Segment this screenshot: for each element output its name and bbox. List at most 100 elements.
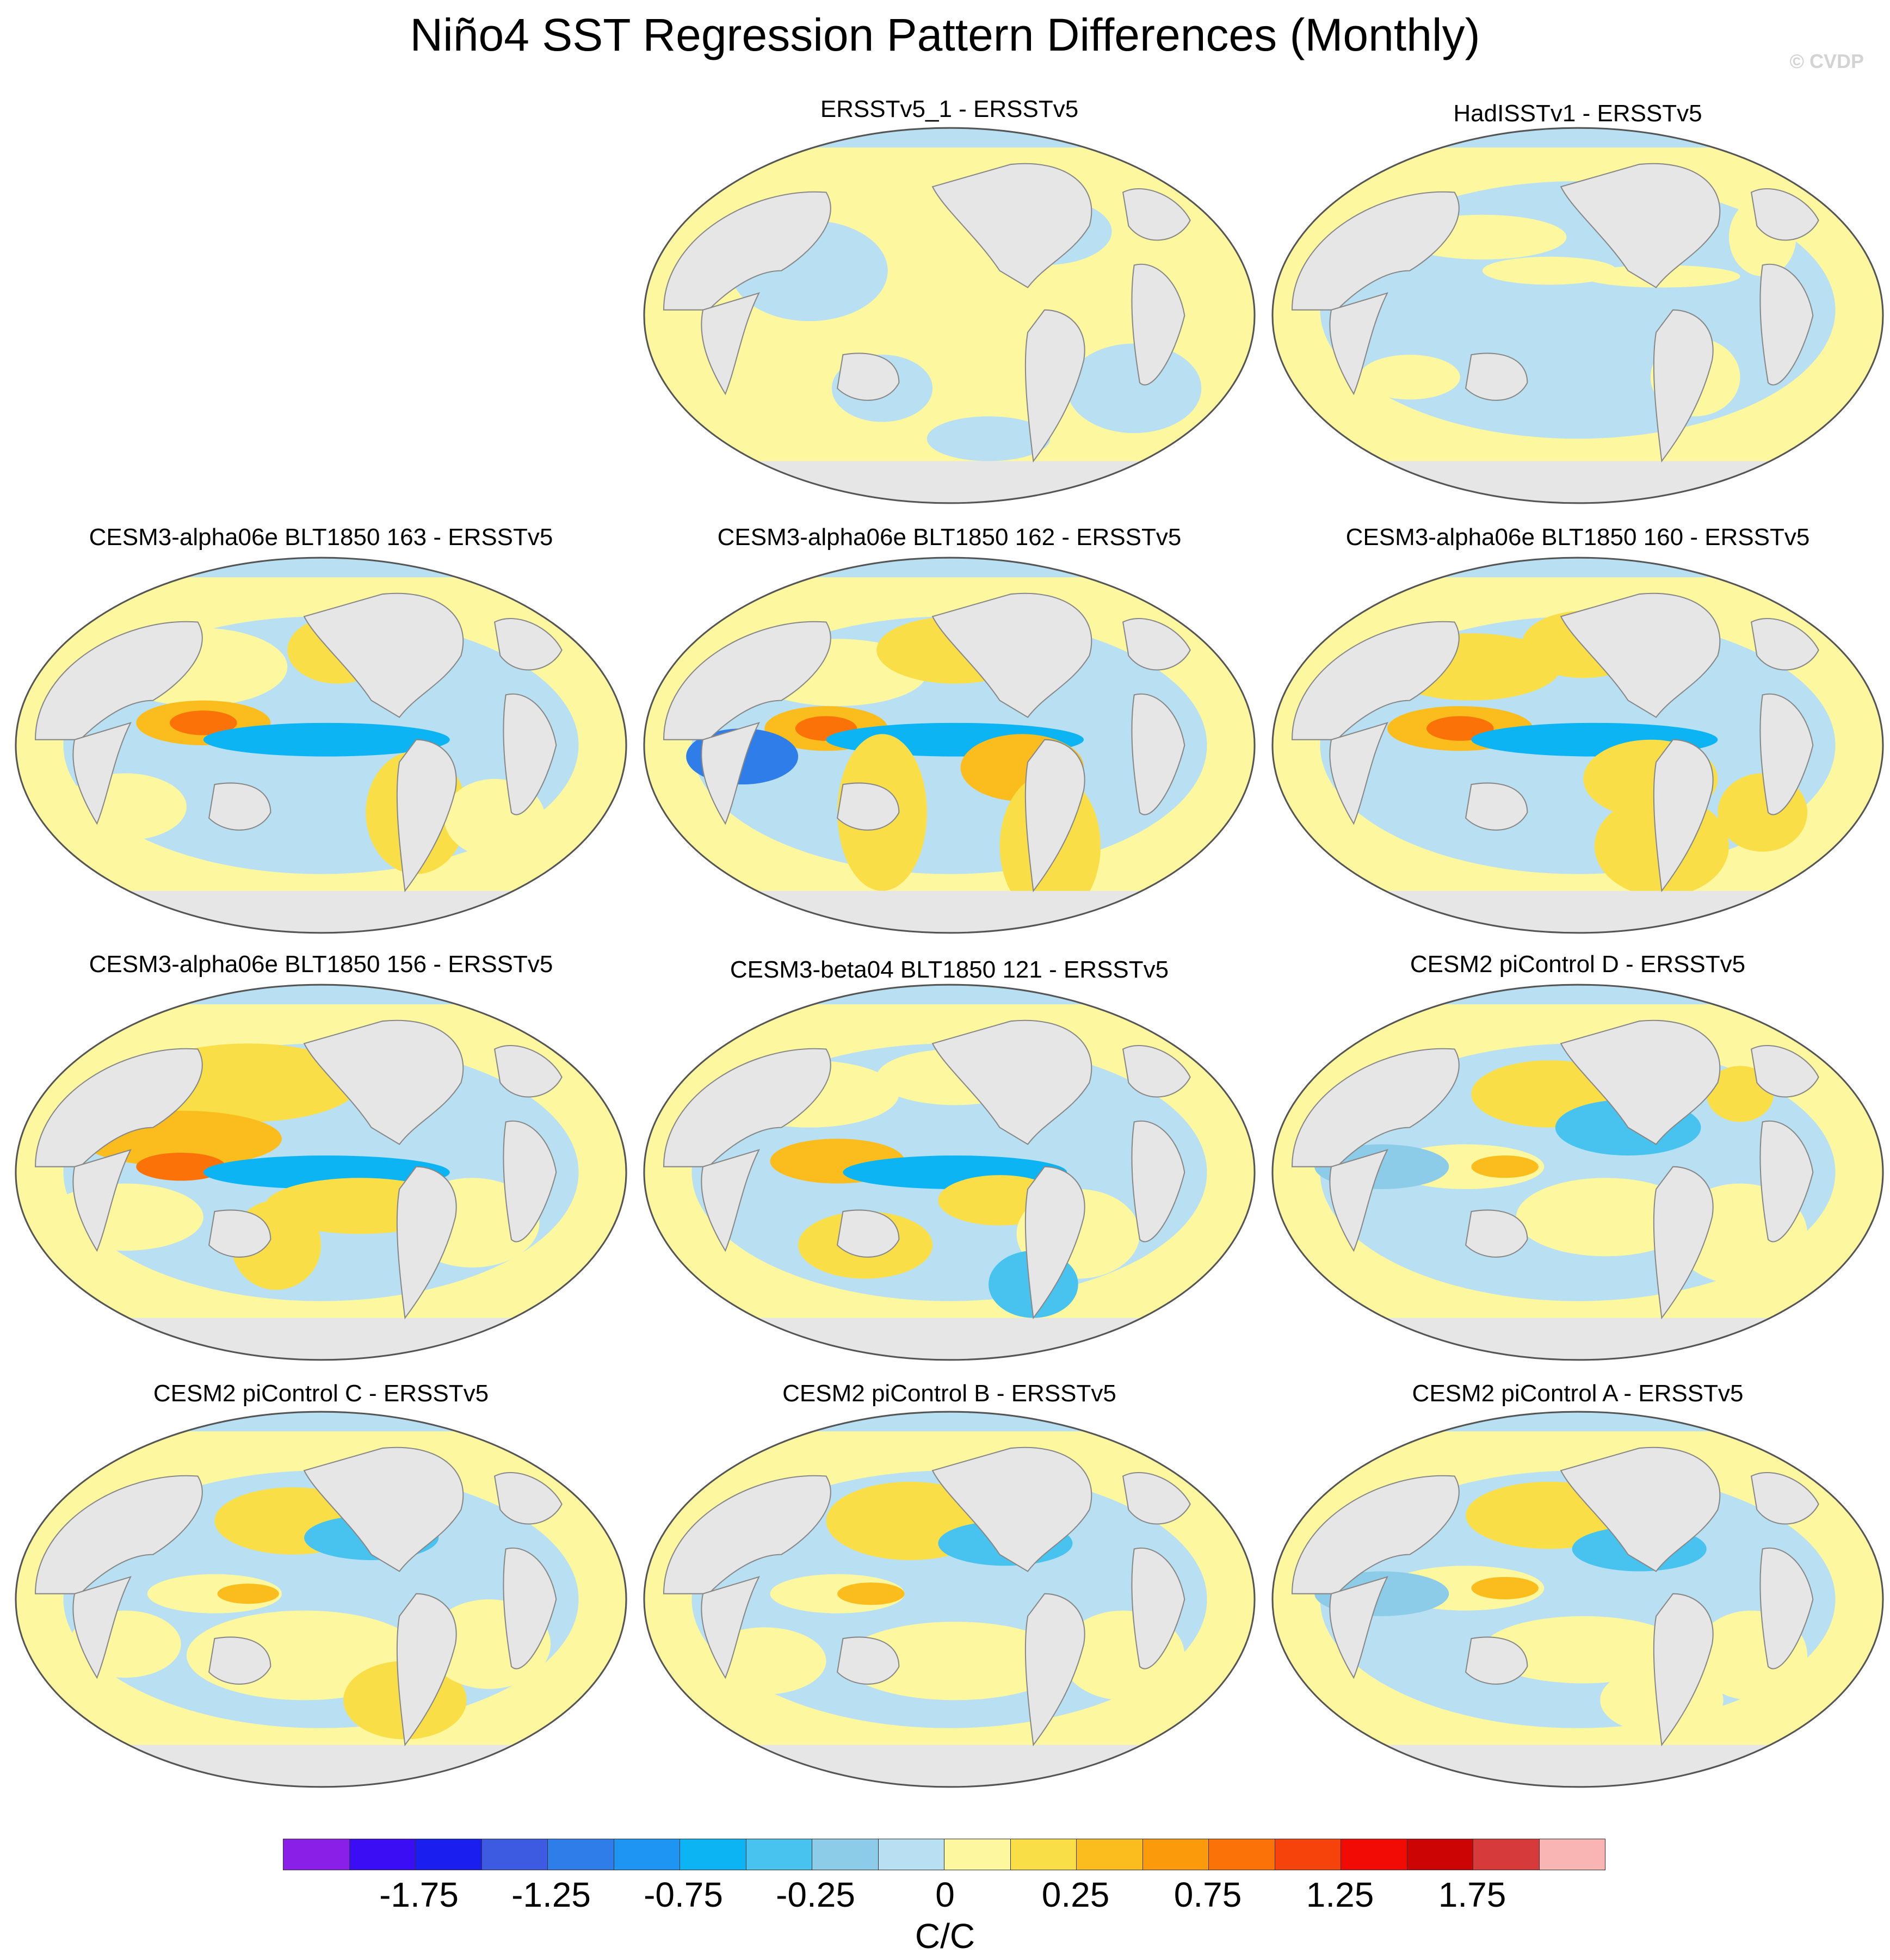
colorbar-tick-label: 1.25 bbox=[1306, 1875, 1374, 1914]
colorbar-swatch bbox=[944, 1839, 1011, 1870]
colorbar-tick-label: 1.75 bbox=[1438, 1875, 1506, 1914]
antarctica-land bbox=[1272, 891, 1883, 933]
anomaly-contour bbox=[843, 1622, 1067, 1701]
watermark: © CVDP bbox=[1789, 50, 1864, 72]
panel-title: CESM3-alpha06e BLT1850 160 - ERSSTv5 bbox=[1345, 524, 1810, 551]
panel-title: ERSSTv5_1 - ERSSTv5 bbox=[820, 96, 1079, 122]
continent-land bbox=[208, 1636, 271, 1685]
continent-land bbox=[396, 739, 457, 893]
continent-land bbox=[837, 1209, 900, 1258]
continent-land bbox=[837, 782, 900, 831]
continent-land bbox=[1024, 1593, 1085, 1747]
antarctica-land bbox=[15, 1318, 627, 1360]
anomaly-contour bbox=[927, 416, 1051, 461]
world-map bbox=[1271, 127, 1884, 504]
continent-land bbox=[503, 1120, 557, 1242]
continent-land bbox=[837, 353, 900, 401]
colorbar-tick-label: 0.25 bbox=[1041, 1875, 1110, 1914]
continent-land bbox=[1653, 1593, 1714, 1747]
continent-land bbox=[1560, 1446, 1721, 1572]
map-border bbox=[643, 984, 1256, 1361]
anomaly-contour bbox=[837, 1582, 905, 1605]
anomaly-contour bbox=[1067, 343, 1202, 434]
colorbar-swatch bbox=[415, 1839, 482, 1870]
continent-land bbox=[1131, 1120, 1185, 1242]
map-panel: CESM3-alpha06e BLT1850 163 - ERSSTv5 bbox=[8, 520, 634, 944]
continent-land bbox=[1560, 1019, 1721, 1145]
map-panel: CESM3-alpha06e BLT1850 156 - ERSSTv5 bbox=[8, 947, 634, 1371]
continent-land bbox=[1465, 353, 1528, 401]
world-map bbox=[643, 984, 1256, 1361]
panel-title: CESM2 piControl D - ERSSTv5 bbox=[1410, 951, 1746, 978]
anomaly-contour bbox=[46, 1183, 203, 1251]
colorbar-swatch bbox=[745, 1839, 812, 1870]
colorbar-swatch bbox=[878, 1839, 944, 1870]
continent-land bbox=[493, 1044, 563, 1098]
anomaly-contour bbox=[1483, 1616, 1684, 1684]
antarctica-land bbox=[15, 1745, 627, 1787]
anomaly-contour bbox=[1471, 1155, 1539, 1178]
colorbar-swatch bbox=[1341, 1839, 1407, 1870]
colorbar-tick-label: -1.25 bbox=[511, 1875, 591, 1914]
colorbar-swatch bbox=[1208, 1839, 1275, 1870]
figure-title: Niño4 SST Regression Pattern Differences… bbox=[410, 9, 1480, 60]
continent-land bbox=[303, 1019, 464, 1145]
antarctica-land bbox=[644, 461, 1255, 503]
colorbar-swatch bbox=[1539, 1839, 1605, 1870]
anomaly-contour bbox=[1483, 256, 1617, 285]
world-map bbox=[643, 127, 1256, 504]
panel-title: CESM3-alpha06e BLT1850 163 - ERSSTv5 bbox=[89, 524, 553, 551]
map-panel: CESM3-beta04 BLT1850 121 - ERSSTv5 bbox=[637, 947, 1262, 1371]
continent-land bbox=[396, 1166, 457, 1320]
continent-land bbox=[931, 1446, 1092, 1572]
map-panel: CESM2 piControl B - ERSSTv5 bbox=[637, 1374, 1262, 1798]
panel-title: CESM3-alpha06e BLT1850 156 - ERSSTv5 bbox=[89, 951, 553, 978]
map-panel: CESM2 piControl C - ERSSTv5 bbox=[8, 1374, 634, 1798]
colorbar-swatch bbox=[1076, 1839, 1143, 1870]
continent-land bbox=[34, 1048, 203, 1167]
colorbar-swatch bbox=[1473, 1839, 1540, 1870]
anomaly-contour bbox=[1471, 1576, 1539, 1599]
colorbar-swatch bbox=[481, 1839, 548, 1870]
colorbar-swatch bbox=[1010, 1839, 1077, 1870]
anomaly-contour bbox=[203, 722, 450, 757]
continent-land bbox=[663, 1048, 831, 1167]
continent-land bbox=[663, 191, 831, 311]
continent-land bbox=[1750, 1044, 1819, 1098]
continent-land bbox=[663, 621, 831, 740]
world-map bbox=[1271, 557, 1884, 934]
continent-land bbox=[1560, 163, 1721, 288]
continent-land bbox=[931, 592, 1092, 718]
continent-land bbox=[1291, 621, 1460, 740]
continent-land bbox=[1653, 739, 1714, 893]
colorbar-swatch bbox=[547, 1839, 614, 1870]
continent-land bbox=[1122, 617, 1191, 671]
map-panel: HadISSTv1 - ERSSTv5 bbox=[1265, 92, 1890, 504]
world-map bbox=[643, 1411, 1256, 1788]
antarctica-land bbox=[1272, 461, 1883, 503]
panel-title: CESM2 piControl C - ERSSTv5 bbox=[153, 1380, 489, 1407]
continent-land bbox=[72, 1576, 132, 1679]
world-map bbox=[15, 1411, 627, 1788]
continent-land bbox=[1291, 191, 1460, 311]
colorbar-swatch bbox=[680, 1839, 746, 1870]
continent-land bbox=[931, 163, 1092, 288]
continent-land bbox=[1122, 1471, 1191, 1525]
panel-title: CESM3-alpha06e BLT1850 162 - ERSSTv5 bbox=[717, 524, 1182, 551]
continent-land bbox=[34, 1475, 203, 1594]
panel-title: CESM2 piControl A - ERSSTv5 bbox=[1412, 1380, 1744, 1407]
map-border bbox=[643, 557, 1256, 934]
antarctica-land bbox=[1272, 1318, 1883, 1360]
colorbar bbox=[283, 1839, 1605, 1871]
continent-land bbox=[1759, 1120, 1814, 1242]
map-border bbox=[1271, 984, 1884, 1361]
continent-land bbox=[1653, 309, 1714, 463]
anomaly-contour bbox=[1516, 1178, 1696, 1257]
continent-land bbox=[1465, 1636, 1528, 1685]
antarctica-land bbox=[644, 1745, 1255, 1787]
world-map bbox=[15, 984, 627, 1361]
continent-land bbox=[34, 621, 203, 740]
continent-land bbox=[1291, 1048, 1460, 1167]
map-panel: CESM2 piControl D - ERSSTv5 bbox=[1265, 947, 1890, 1371]
continent-land bbox=[1653, 1166, 1714, 1320]
